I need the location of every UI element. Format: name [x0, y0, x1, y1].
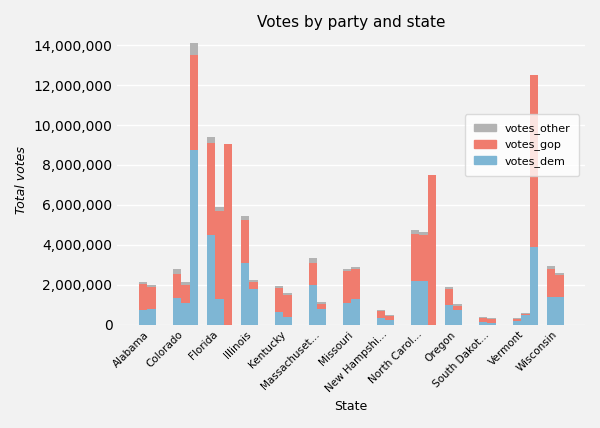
Bar	[173, 274, 181, 298]
Bar	[555, 297, 564, 324]
Bar	[283, 294, 292, 317]
Bar	[139, 282, 147, 284]
Bar	[428, 175, 436, 324]
Bar	[173, 269, 181, 274]
Bar	[241, 220, 249, 263]
Bar	[147, 285, 155, 287]
Bar	[343, 271, 351, 303]
Bar	[147, 309, 155, 324]
Bar	[453, 306, 461, 309]
Bar	[139, 284, 147, 310]
Bar	[224, 143, 232, 324]
Bar	[317, 302, 326, 303]
Bar	[410, 230, 419, 234]
Bar	[453, 304, 461, 306]
Title: Votes by party and state: Votes by party and state	[257, 15, 445, 30]
Bar	[521, 314, 530, 315]
Bar	[181, 285, 190, 303]
Bar	[521, 315, 530, 324]
Bar	[530, 75, 538, 247]
Bar	[377, 310, 385, 311]
Bar	[445, 305, 453, 324]
Bar	[377, 318, 385, 324]
Bar	[275, 286, 283, 288]
Bar	[206, 137, 215, 143]
Bar	[343, 268, 351, 271]
Bar	[275, 312, 283, 324]
Bar	[249, 282, 257, 288]
Bar	[445, 289, 453, 305]
Bar	[147, 287, 155, 309]
Bar	[181, 282, 190, 285]
Bar	[513, 319, 521, 321]
Bar	[487, 323, 496, 324]
Bar	[555, 273, 564, 275]
Y-axis label: Total votes: Total votes	[15, 146, 28, 214]
Bar	[410, 281, 419, 324]
Bar	[479, 318, 487, 322]
Bar	[487, 318, 496, 323]
Bar	[173, 298, 181, 324]
Bar	[547, 269, 555, 297]
Bar	[215, 207, 224, 211]
Bar	[445, 287, 453, 289]
Bar	[283, 293, 292, 294]
Bar	[385, 315, 394, 316]
Bar	[317, 303, 326, 309]
Bar	[410, 234, 419, 281]
Bar	[351, 267, 359, 269]
Bar	[419, 232, 428, 235]
Bar	[249, 288, 257, 324]
Bar	[283, 317, 292, 324]
Bar	[139, 310, 147, 324]
Bar	[317, 309, 326, 324]
Bar	[308, 263, 317, 285]
Bar	[275, 288, 283, 312]
Bar	[513, 318, 521, 319]
Bar	[241, 216, 249, 220]
Bar	[547, 297, 555, 324]
Bar	[206, 143, 215, 235]
Bar	[308, 285, 317, 324]
Bar	[419, 235, 428, 281]
Bar	[479, 322, 487, 324]
Bar	[530, 247, 538, 324]
Bar	[249, 279, 257, 282]
Bar	[555, 275, 564, 297]
Bar	[241, 263, 249, 324]
Bar	[453, 309, 461, 324]
Bar	[181, 303, 190, 324]
Bar	[513, 321, 521, 324]
Bar	[351, 269, 359, 299]
Bar	[479, 317, 487, 318]
Bar	[190, 43, 198, 55]
X-axis label: State: State	[335, 400, 368, 413]
Bar	[215, 211, 224, 299]
Bar	[351, 299, 359, 324]
Legend: votes_other, votes_gop, votes_dem: votes_other, votes_gop, votes_dem	[465, 114, 580, 176]
Bar	[190, 55, 198, 150]
Bar	[377, 311, 385, 318]
Bar	[190, 150, 198, 324]
Bar	[385, 316, 394, 320]
Bar	[308, 258, 317, 263]
Bar	[343, 303, 351, 324]
Bar	[215, 299, 224, 324]
Bar	[206, 235, 215, 324]
Bar	[419, 281, 428, 324]
Bar	[385, 320, 394, 324]
Bar	[547, 266, 555, 269]
